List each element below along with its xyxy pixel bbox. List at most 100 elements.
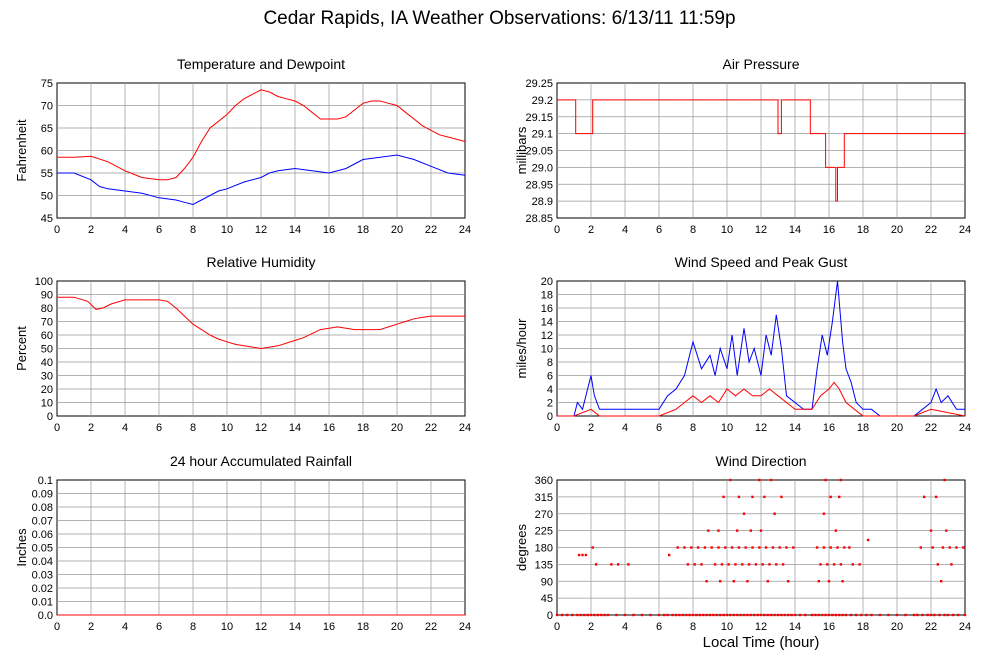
x-tick-label: 22 [925, 224, 937, 236]
data-point [792, 546, 795, 549]
data-point [827, 613, 831, 617]
data-point [720, 563, 724, 566]
x-tick-label: 0 [54, 422, 60, 434]
data-point [662, 613, 666, 617]
y-tick-label: 135 [535, 559, 553, 571]
data-point [725, 613, 729, 617]
y-tick-label: 0 [47, 411, 53, 423]
data-point [798, 613, 802, 617]
data-point [804, 613, 807, 617]
data-point [717, 529, 720, 532]
data-point [715, 613, 718, 617]
data-point [583, 613, 586, 617]
x-tick-label: 8 [190, 224, 196, 236]
x-tick-label: 16 [823, 224, 835, 236]
data-point [839, 563, 843, 566]
x-tick-label: 24 [459, 621, 471, 633]
data-point [751, 495, 754, 499]
x-tick-label: 18 [857, 422, 869, 434]
data-point [649, 613, 652, 617]
y-tick-label: 0 [547, 411, 553, 423]
x-tick-label: 20 [891, 422, 903, 434]
data-point [821, 613, 824, 617]
chart-temp: 0 2 4 6 8 10 12 14 16 18 20 22 2445505560657075Tempe… [14, 56, 471, 236]
data-point [773, 613, 776, 617]
data-point [768, 563, 771, 566]
x-tick-label: 2 [88, 621, 94, 633]
x-tick-label: 12 [755, 224, 767, 236]
data-point [770, 478, 773, 482]
x-tick-label: 4 [622, 621, 628, 633]
x-tick-label: 12 [255, 621, 267, 633]
x-tick-label: 0 [554, 621, 560, 633]
data-point [719, 613, 722, 617]
y-tick-label: 0.0 [38, 610, 53, 622]
data-point [737, 495, 741, 499]
data-point [763, 613, 766, 617]
data-point [671, 613, 674, 617]
data-point [623, 613, 627, 617]
y-axis-label: Inches [14, 528, 29, 567]
data-point [929, 529, 933, 532]
data-point [610, 563, 613, 566]
y-tick-label: 2 [547, 398, 553, 410]
x-tick-label: 4 [122, 621, 128, 633]
data-point [702, 613, 705, 617]
x-tick-label: 2 [88, 422, 94, 434]
data-point [593, 613, 596, 617]
x-tick-label: 16 [323, 621, 335, 633]
data-point [866, 538, 870, 542]
data-point [749, 529, 752, 532]
x-tick-label: 22 [925, 422, 937, 434]
data-point [686, 563, 690, 566]
data-point [596, 613, 599, 617]
data-point [814, 613, 817, 617]
x-tick-label: 16 [823, 621, 835, 633]
data-point [938, 613, 941, 617]
data-point [780, 613, 783, 617]
y-tick-label: 65 [41, 123, 53, 135]
y-tick-label: 55 [41, 168, 53, 180]
data-point [705, 580, 708, 583]
y-tick-label: 0.03 [32, 570, 53, 582]
data-point [865, 613, 868, 617]
data-point [560, 613, 564, 617]
data-point [736, 529, 739, 532]
data-point [919, 546, 922, 549]
data-point [690, 546, 693, 549]
data-point [963, 613, 967, 617]
data-point [838, 613, 841, 617]
data-point [943, 613, 946, 617]
y-tick-label: 10 [541, 344, 553, 356]
data-point [707, 529, 710, 532]
y-tick-label: 40 [41, 357, 53, 369]
x-tick-label: 14 [789, 224, 801, 236]
y-tick-label: 315 [535, 492, 553, 504]
data-point [632, 613, 635, 617]
data-point [627, 563, 630, 566]
y-tick-label: 270 [535, 509, 553, 521]
y-axis-label: Fahrenheit [14, 119, 29, 182]
data-point [843, 546, 846, 549]
chart-wdir: 0 2 4 6 8 10 12 14 16 18 20 22 240459013518022527031… [514, 453, 971, 633]
data-point [685, 613, 688, 617]
y-tick-label: 70 [41, 317, 53, 329]
y-tick-label: 45 [41, 213, 53, 225]
data-point [764, 546, 768, 549]
chart-title: Relative Humidity [207, 254, 316, 270]
data-point [923, 495, 926, 499]
data-point [895, 613, 899, 617]
data-point [657, 613, 661, 617]
data-point [676, 546, 679, 549]
data-point [571, 613, 574, 617]
data-point [936, 563, 939, 566]
y-tick-label: 29.0 [532, 162, 553, 174]
data-point [758, 546, 761, 549]
data-point [836, 546, 839, 549]
y-tick-label: 180 [535, 543, 553, 555]
x-tick-label: 6 [656, 621, 662, 633]
data-point [668, 553, 671, 557]
y-tick-label: 29.15 [525, 112, 553, 124]
y-tick-label: 60 [41, 146, 53, 158]
